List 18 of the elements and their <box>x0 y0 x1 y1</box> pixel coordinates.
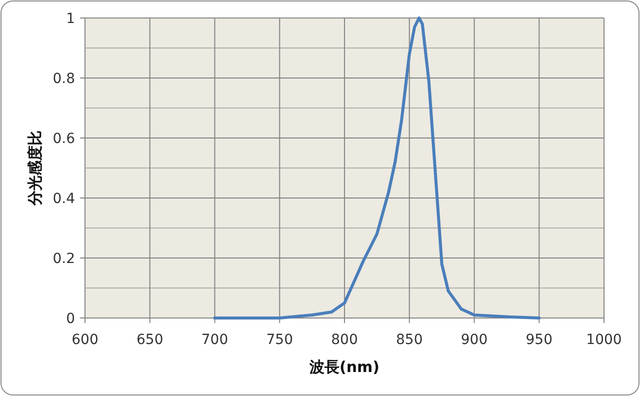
x-tick-label: 950 <box>526 332 552 348</box>
y-tick-label: 0.6 <box>52 131 76 147</box>
line-series <box>213 16 541 320</box>
x-tick-label: 650 <box>136 332 164 348</box>
x-tick-label: 750 <box>266 332 293 348</box>
y-axis-title: 分光感度比 <box>26 130 44 206</box>
x-tick-label: 700 <box>201 332 228 348</box>
x-tick-label: 900 <box>460 332 488 348</box>
y-tick-label: 0 <box>66 311 75 327</box>
x-tick-label: 800 <box>331 332 358 348</box>
x-tick-label: 1000 <box>586 332 622 348</box>
y-tick-label: 0.4 <box>52 191 76 207</box>
y-tick-label: 1 <box>66 11 75 27</box>
x-axis-title: 波長(nm) <box>308 358 380 376</box>
x-tick-label: 600 <box>72 332 98 348</box>
y-tick-label: 0.2 <box>52 251 75 267</box>
x-tick-label: 850 <box>396 332 423 348</box>
y-tick-label: 0.8 <box>52 71 75 87</box>
